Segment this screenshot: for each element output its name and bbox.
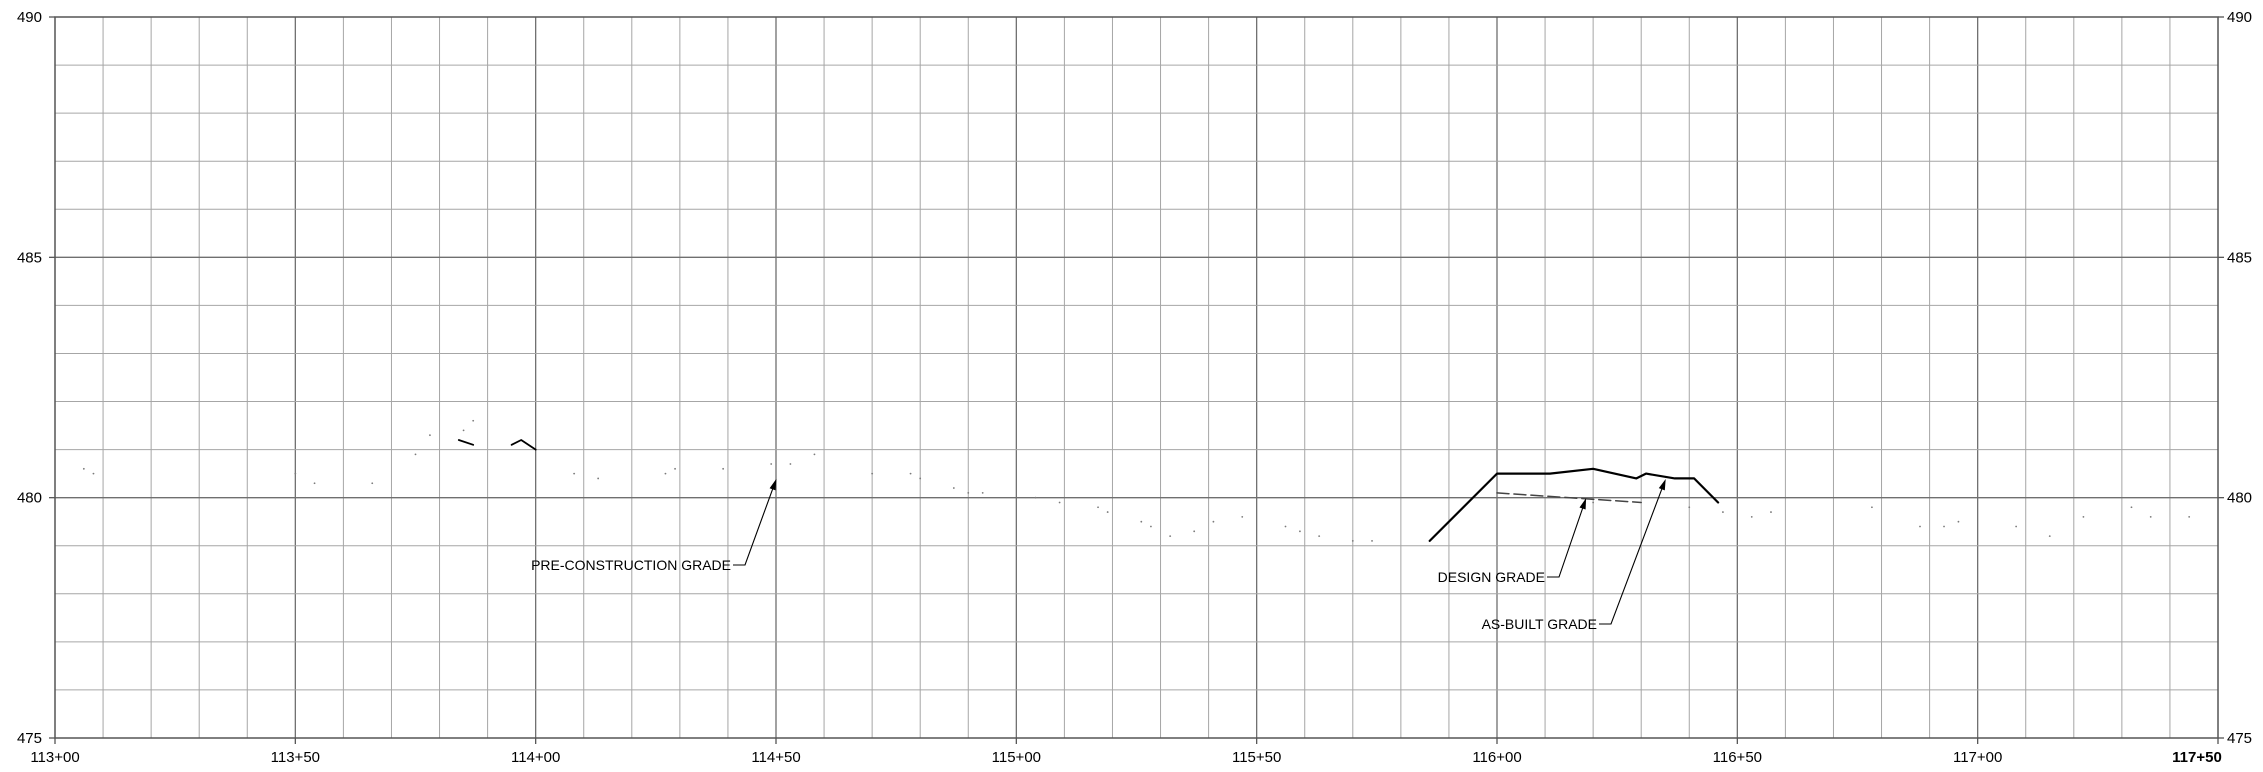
y-tick-label-left: 490 — [17, 9, 42, 26]
series-point — [1169, 535, 1172, 538]
series-point — [2130, 506, 2133, 509]
series-point — [2149, 515, 2152, 518]
x-tick-label: 115+50 — [1232, 749, 1281, 766]
series-point — [789, 463, 792, 465]
series-point — [1106, 511, 1109, 513]
x-tick-label: 115+00 — [992, 749, 1041, 766]
y-tick-label-right: 490 — [2227, 9, 2252, 26]
series-point — [770, 463, 773, 465]
series-point — [597, 477, 600, 480]
series-point — [1943, 525, 1945, 528]
x-tick-label: 113+00 — [30, 749, 79, 766]
series-point — [1150, 525, 1152, 528]
series-point — [2015, 525, 2018, 528]
series-point — [722, 467, 725, 470]
series-point — [871, 472, 874, 475]
series-point — [2188, 515, 2191, 518]
series-point — [1770, 511, 1772, 513]
series-point — [1592, 501, 1595, 504]
annotation-leader — [733, 486, 775, 566]
series-point — [1193, 530, 1196, 533]
series-line-solid-thin — [510, 439, 537, 451]
series-point — [1688, 506, 1691, 509]
series-point — [1212, 520, 1215, 523]
series-point — [919, 477, 922, 480]
series-point — [92, 472, 95, 475]
series-point — [1722, 511, 1724, 513]
series-point — [1299, 530, 1301, 533]
series-point — [573, 472, 576, 475]
y-tick-label-left: 475 — [17, 730, 42, 747]
series-point — [981, 491, 984, 494]
series-point — [371, 482, 374, 485]
series-line-dashed — [1496, 492, 1642, 504]
grid — [55, 17, 2218, 738]
series-point — [1140, 520, 1143, 523]
axes: 113+00 113+50 114+00 114+50 115+00 115+50 116+… — [17, 9, 2252, 766]
series-point — [1097, 506, 1099, 509]
x-tick-label: 116+00 — [1472, 749, 1521, 766]
series-point — [674, 467, 676, 470]
series-point — [414, 453, 417, 456]
series-point — [429, 434, 431, 437]
y-tick-label-left: 480 — [17, 490, 42, 507]
series-point — [813, 453, 816, 456]
x-tick-label: 117+00 — [1953, 749, 2002, 766]
series-point — [1351, 540, 1354, 542]
series-point — [294, 472, 297, 475]
series-point — [472, 419, 475, 422]
series-point — [1919, 525, 1921, 528]
annotation-leader — [1547, 505, 1585, 578]
series-point — [664, 472, 667, 475]
series-point — [2048, 535, 2051, 538]
series-point — [1957, 520, 1960, 523]
y-tick-label-right: 475 — [2227, 730, 2252, 747]
annotation-arrowhead — [1658, 479, 1666, 491]
y-tick-label-right: 480 — [2227, 490, 2252, 507]
annotation-arrowhead — [769, 478, 777, 491]
annotation-label: AS-BUILT GRADE — [1482, 616, 1597, 632]
series-point — [952, 487, 955, 489]
series-point — [1318, 535, 1321, 538]
x-tick-label: 114+50 — [751, 749, 800, 766]
series-point — [967, 491, 970, 494]
plot-frame — [54, 16, 2219, 739]
series-point — [1034, 496, 1037, 499]
series-line-solid — [1428, 467, 1720, 542]
series-point — [1750, 515, 1753, 518]
series-point — [1284, 525, 1287, 528]
x-tick-label: 113+50 — [271, 749, 320, 766]
y-tick-label-right: 485 — [2227, 249, 2252, 266]
series-point — [1871, 506, 1873, 509]
series-point — [462, 429, 465, 432]
annotation-leader — [1599, 486, 1664, 625]
series-group — [82, 419, 2191, 542]
x-tick-label: 116+50 — [1713, 749, 1762, 766]
series-line-solid-thin — [457, 439, 475, 446]
annotation-label: PRE-CONSTRUCTION GRADE — [531, 557, 731, 573]
series-point — [1058, 501, 1061, 504]
series-point — [1371, 540, 1373, 542]
series-point — [1241, 515, 1244, 518]
series-point — [82, 467, 85, 470]
annotation-label: DESIGN GRADE — [1438, 569, 1545, 585]
annotation-arrowhead — [1579, 498, 1587, 510]
y-tick-label-left: 485 — [17, 249, 42, 266]
x-tick-label: 114+00 — [511, 749, 560, 766]
series-point — [2082, 515, 2085, 518]
series-point — [313, 482, 316, 485]
x-tick-label: 117+50 — [2172, 749, 2222, 766]
annotations: PRE-CONSTRUCTION GRADE DESIGN GRADE AS-BUI… — [531, 478, 1666, 632]
series-point — [909, 472, 912, 475]
